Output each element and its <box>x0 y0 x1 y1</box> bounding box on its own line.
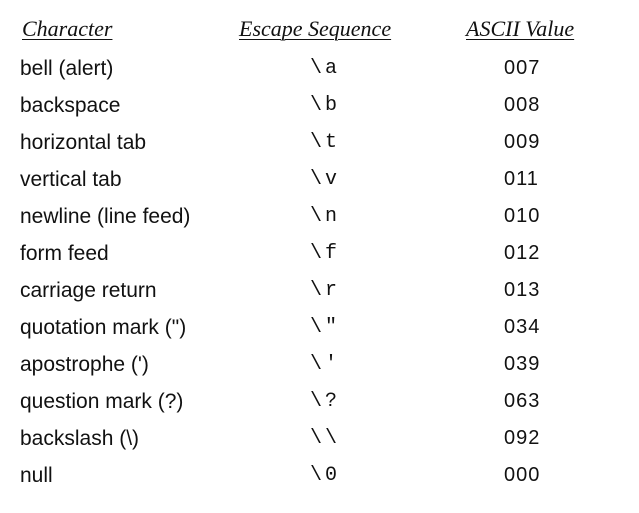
escape-cell: \a <box>310 57 341 80</box>
table-row: form feed \f 012 <box>0 235 639 272</box>
header-escape-sequence: Escape Sequence <box>239 16 392 41</box>
character-cell: bell (alert) <box>20 57 114 80</box>
escape-cell: \b <box>310 94 341 117</box>
ascii-cell: 009 <box>504 131 541 153</box>
ascii-cell: 063 <box>504 390 541 412</box>
escape-cell: \0 <box>310 464 341 487</box>
table-row: backspace \b 008 <box>0 87 639 124</box>
character-cell: form feed <box>20 242 109 265</box>
character-cell: quotation mark (") <box>20 316 187 339</box>
ascii-cell: 011 <box>504 168 539 190</box>
character-cell: newline (line feed) <box>20 205 191 228</box>
character-cell: carriage return <box>20 279 157 302</box>
ascii-cell: 008 <box>504 94 541 116</box>
table-row: vertical tab \v 011 <box>0 161 639 198</box>
character-cell: backspace <box>20 94 121 117</box>
character-cell: apostrophe (') <box>20 353 149 376</box>
ascii-cell: 007 <box>504 57 541 79</box>
ascii-cell: 013 <box>504 279 541 301</box>
header-character: Character <box>22 16 113 41</box>
ascii-cell: 039 <box>504 353 541 375</box>
escape-cell: \' <box>310 353 341 376</box>
escape-cell: \t <box>310 131 341 154</box>
escape-cell: \v <box>310 168 341 191</box>
table-row: quotation mark (") \" 034 <box>0 309 639 346</box>
character-cell: vertical tab <box>20 168 122 191</box>
header-ascii-value: ASCII Value <box>466 16 575 41</box>
escape-cell: \\ <box>310 427 341 450</box>
escape-cell: \f <box>310 242 341 265</box>
ascii-cell: 010 <box>504 205 541 227</box>
ascii-cell: 092 <box>504 427 541 449</box>
table-row: carriage return \r 013 <box>0 272 639 309</box>
table-row: newline (line feed) \n 010 <box>0 198 639 235</box>
character-cell: horizontal tab <box>20 131 147 154</box>
ascii-cell: 012 <box>504 242 541 264</box>
character-cell: backslash (\) <box>20 427 140 450</box>
table-row: apostrophe (') \' 039 <box>0 346 639 383</box>
ascii-cell: 000 <box>504 464 541 486</box>
table-row: backslash (\) \\ 092 <box>0 420 639 457</box>
escape-cell: \n <box>310 205 341 228</box>
table-row: null \0 000 <box>0 457 639 494</box>
escape-cell: \" <box>310 316 341 339</box>
escape-cell: \r <box>310 279 341 302</box>
character-cell: question mark (?) <box>20 390 184 413</box>
escape-cell: \? <box>310 390 341 413</box>
ascii-cell: 034 <box>504 316 541 338</box>
character-cell: null <box>20 464 53 487</box>
table-row: horizontal tab \t 009 <box>0 124 639 161</box>
table-row: bell (alert) \a 007 <box>0 50 639 87</box>
table-row: question mark (?) \? 063 <box>0 383 639 420</box>
